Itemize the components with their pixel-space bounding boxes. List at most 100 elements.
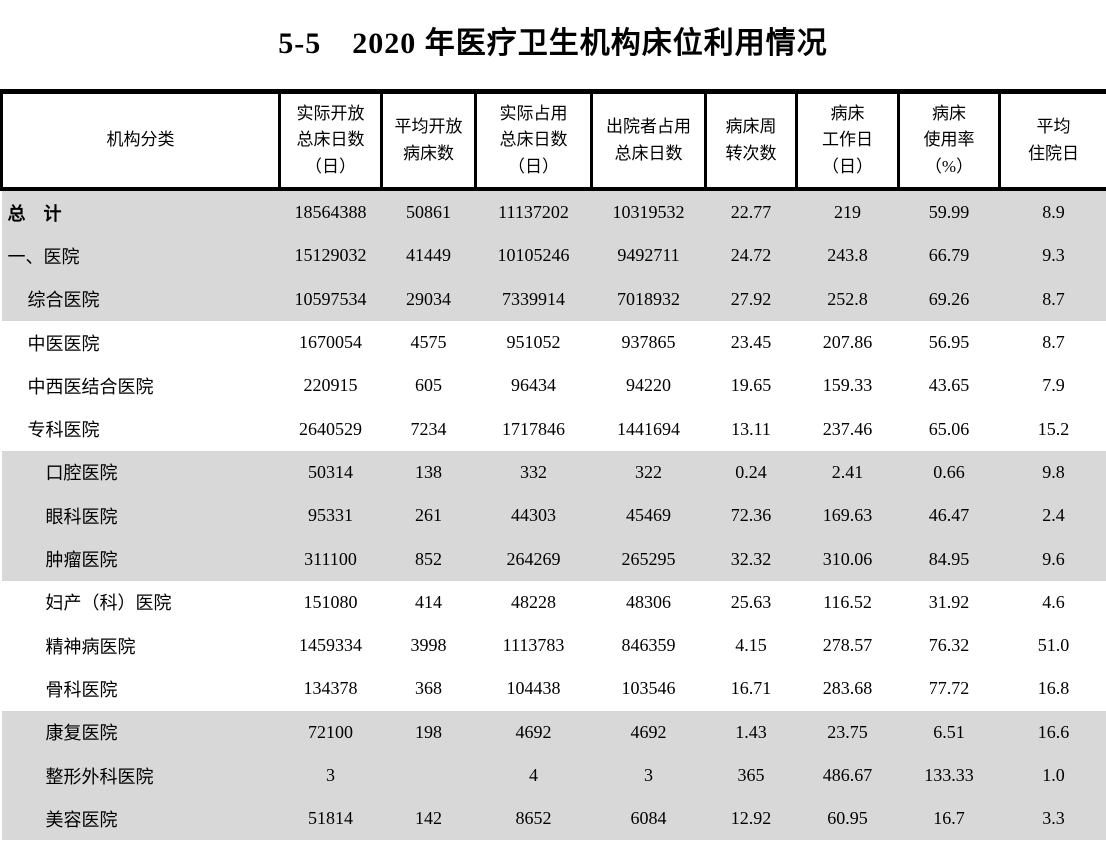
cell-value: 3998 bbox=[410, 635, 447, 656]
cell-value: 11137202 bbox=[498, 202, 569, 223]
cell-value: 311100 bbox=[304, 548, 357, 569]
cell-value: 56.95 bbox=[928, 332, 970, 353]
cell-value: 8.7 bbox=[1042, 332, 1065, 353]
cell-value: 44303 bbox=[511, 505, 556, 526]
column-header-avg-open-beds: 平均开放 病床数 bbox=[380, 89, 477, 191]
table-header: 机构分类 实际开放 总床日数 （日） 平均开放 病床数 实际占用 总床日数 （日… bbox=[0, 89, 1106, 191]
cell-value: 1.0 bbox=[1042, 765, 1065, 785]
cell-value: 9492711 bbox=[617, 245, 680, 266]
cell-value: 10105246 bbox=[497, 245, 570, 266]
cell-value: 252.8 bbox=[827, 288, 868, 309]
cell-value: 2.4 bbox=[1042, 505, 1065, 526]
cell-value: 22.77 bbox=[730, 202, 772, 223]
cell-value: 4 bbox=[529, 765, 538, 785]
row-label: 骨科医院 bbox=[45, 679, 118, 700]
cell-value: 852 bbox=[415, 548, 442, 569]
cell-value: 133.33 bbox=[924, 765, 974, 785]
cell-value: 4.15 bbox=[735, 635, 767, 656]
table-body: 总 计 18564388 50861 11137202 10319532 22.… bbox=[1, 189, 1106, 841]
cell-value: 94220 bbox=[626, 375, 671, 396]
column-header-discharged-occupied-bed-days: 出院者占用 总床日数 bbox=[590, 89, 707, 191]
table-row: 中医医院 1670054 4575 951052 937865 23.45 20… bbox=[2, 321, 1106, 364]
cell-value: 414 bbox=[415, 591, 442, 612]
cell-value: 16.71 bbox=[730, 678, 772, 699]
cell-value: 1441694 bbox=[617, 418, 680, 439]
cell-value: 6084 bbox=[630, 808, 667, 829]
cell-value: 51814 bbox=[308, 808, 353, 829]
row-label: 肿瘤医院 bbox=[45, 550, 118, 571]
table-row: 整形外科医院 3 4 3 365 486.67 133.33 1.0 bbox=[1, 753, 1106, 798]
cell-value: 169.63 bbox=[822, 505, 873, 526]
cell-value: 10319532 bbox=[612, 202, 685, 223]
cell-value: 60.95 bbox=[827, 808, 868, 829]
cell-value: 134378 bbox=[303, 678, 358, 699]
cell-value: 198 bbox=[415, 721, 442, 742]
cell-value: 15.2 bbox=[1037, 418, 1070, 439]
cell-value: 16.8 bbox=[1037, 678, 1070, 699]
row-label: 专科医院 bbox=[27, 420, 100, 441]
table-row: 中西医结合医院 220915 605 96434 94220 19.65 159… bbox=[2, 364, 1106, 407]
cell-value: 3 bbox=[644, 765, 653, 785]
table-row: 综合医院 10597534 29034 7339914 7018932 27.9… bbox=[1, 277, 1106, 321]
cell-value: 237.46 bbox=[822, 418, 873, 439]
cell-value: 10597534 bbox=[294, 288, 367, 309]
table-row: 总 计 18564388 50861 11137202 10319532 22.… bbox=[1, 189, 1106, 235]
cell-value: 365 bbox=[737, 765, 765, 785]
column-header-actual-occupied-bed-days: 实际占用 总床日数 （日） bbox=[474, 89, 593, 191]
cell-value: 1670054 bbox=[299, 332, 362, 353]
cell-value: 261 bbox=[415, 505, 442, 526]
cell-value: 12.92 bbox=[730, 808, 772, 829]
cell-value: 1.43 bbox=[735, 721, 767, 742]
page-title: 5-5 2020 年医疗卫生机构床位利用情况 bbox=[278, 27, 828, 60]
cell-value: 9.3 bbox=[1042, 245, 1065, 266]
table-row: 康复医院 72100 198 4692 4692 1.43 23.75 6.51… bbox=[1, 710, 1106, 754]
cell-value: 8.7 bbox=[1042, 288, 1065, 309]
cell-value: 19.65 bbox=[730, 375, 772, 396]
cell-value: 310.06 bbox=[822, 548, 873, 569]
cell-value: 7.9 bbox=[1042, 375, 1065, 396]
cell-value: 69.26 bbox=[928, 288, 970, 309]
cell-value: 65.06 bbox=[928, 418, 970, 439]
table-row: 妇产（科）医院 151080 414 48228 48306 25.63 116… bbox=[2, 581, 1106, 624]
cell-value: 77.72 bbox=[928, 678, 970, 699]
cell-value: 50314 bbox=[308, 461, 353, 482]
cell-value: 4575 bbox=[410, 332, 447, 353]
cell-value: 51.0 bbox=[1037, 635, 1070, 656]
cell-value: 142 bbox=[415, 808, 442, 829]
cell-value: 151080 bbox=[303, 591, 358, 612]
cell-value: 264269 bbox=[506, 548, 561, 569]
cell-value: 243.8 bbox=[827, 245, 868, 266]
cell-value: 4692 bbox=[515, 721, 552, 742]
column-header-bed-working-days: 病床 工作日 （日） bbox=[795, 89, 900, 191]
cell-value: 46.47 bbox=[928, 505, 970, 526]
row-label: 中医医院 bbox=[27, 333, 100, 354]
cell-value: 9.8 bbox=[1042, 461, 1065, 482]
cell-value: 937865 bbox=[621, 332, 676, 353]
cell-value: 7234 bbox=[410, 418, 447, 439]
cell-value: 16.6 bbox=[1037, 721, 1070, 742]
cell-value: 1717846 bbox=[502, 418, 565, 439]
cell-value: 25.63 bbox=[730, 591, 772, 612]
cell-value: 72100 bbox=[308, 721, 353, 742]
bed-utilization-table: 机构分类 实际开放 总床日数 （日） 平均开放 病床数 实际占用 总床日数 （日… bbox=[0, 89, 1106, 841]
cell-value: 138 bbox=[415, 461, 442, 482]
table-row: 肿瘤医院 311100 852 264269 265295 32.32 310.… bbox=[1, 537, 1106, 581]
cell-value: 322 bbox=[635, 461, 662, 482]
cell-value: 951052 bbox=[506, 332, 561, 353]
cell-value: 1113783 bbox=[502, 635, 565, 656]
cell-value: 605 bbox=[415, 375, 442, 396]
row-label: 眼科医院 bbox=[45, 506, 118, 527]
cell-value: 41449 bbox=[406, 245, 451, 266]
cell-value: 24.72 bbox=[730, 245, 772, 266]
cell-value: 7339914 bbox=[502, 288, 565, 309]
table-row: 眼科医院 95331 261 44303 45469 72.36 169.63 … bbox=[1, 494, 1106, 538]
cell-value: 27.92 bbox=[730, 288, 772, 309]
row-label: 精神病医院 bbox=[45, 636, 136, 657]
cell-value: 1459334 bbox=[299, 635, 362, 656]
cell-value: 7018932 bbox=[617, 288, 680, 309]
cell-value: 84.95 bbox=[928, 548, 970, 569]
row-label: 妇产（科）医院 bbox=[45, 593, 172, 614]
column-header-avg-stay: 平均 住院日 bbox=[998, 89, 1106, 191]
cell-value: 2.41 bbox=[831, 461, 864, 482]
cell-value: 29034 bbox=[406, 288, 451, 309]
